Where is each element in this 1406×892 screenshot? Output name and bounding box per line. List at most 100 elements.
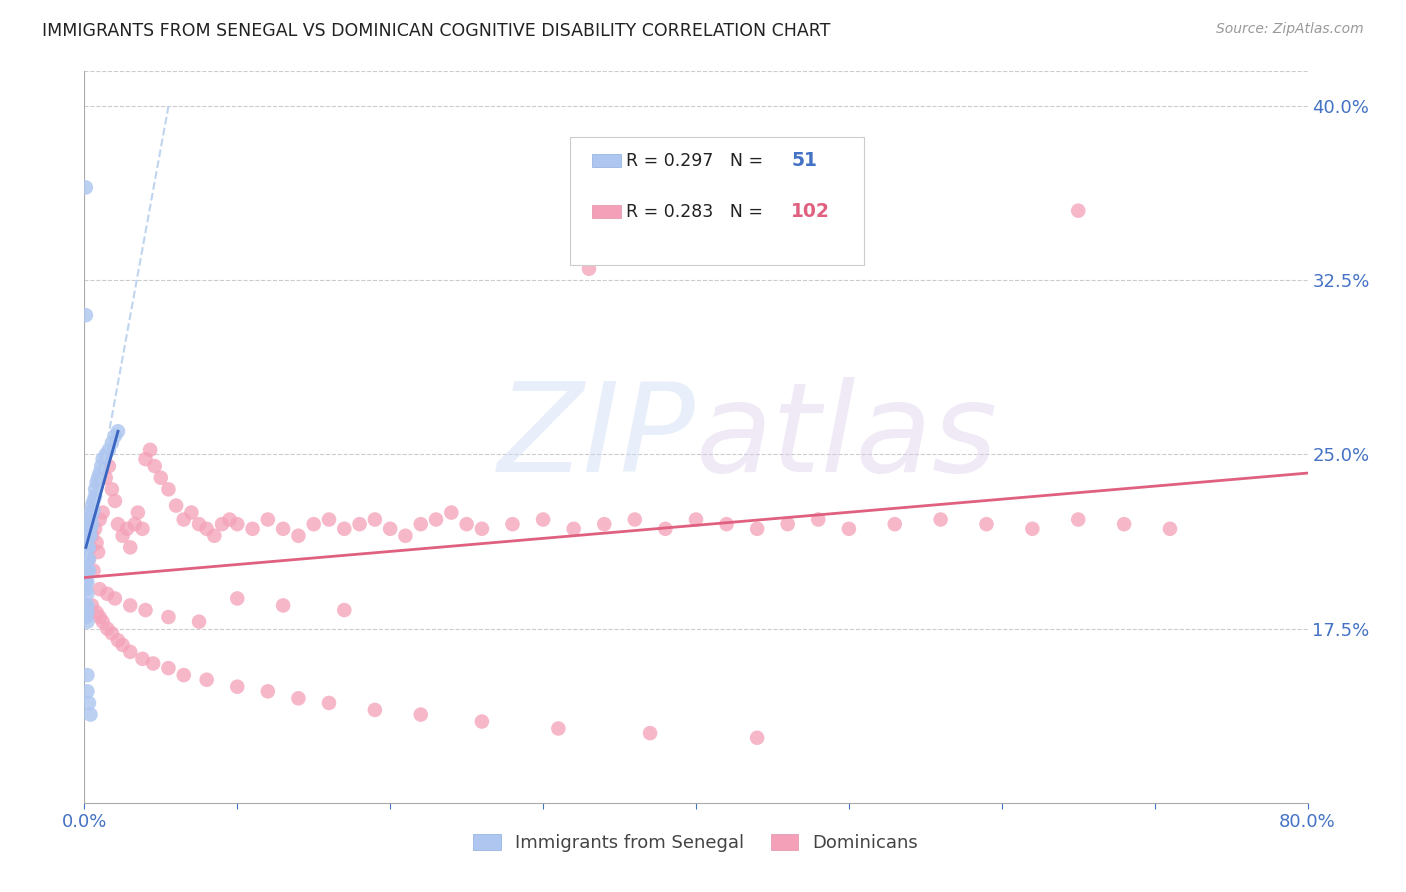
Point bbox=[409, 517, 432, 532]
Point bbox=[77, 696, 100, 710]
Point bbox=[654, 522, 676, 536]
Point bbox=[195, 673, 218, 687]
Point bbox=[86, 606, 108, 620]
Point bbox=[593, 517, 616, 532]
Point bbox=[562, 522, 585, 536]
Point bbox=[94, 471, 117, 485]
Point bbox=[976, 517, 998, 532]
Point bbox=[1067, 203, 1090, 218]
Point bbox=[111, 529, 134, 543]
Point bbox=[76, 587, 98, 601]
Point bbox=[75, 568, 97, 582]
Point bbox=[127, 506, 149, 520]
Point bbox=[333, 522, 356, 536]
Point bbox=[84, 522, 107, 536]
Point bbox=[76, 541, 98, 555]
Point bbox=[157, 483, 180, 497]
Point bbox=[77, 517, 100, 532]
Point bbox=[75, 582, 97, 597]
Point bbox=[84, 489, 107, 503]
Point bbox=[502, 517, 524, 532]
Point bbox=[107, 633, 129, 648]
Point bbox=[157, 610, 180, 624]
Point bbox=[471, 714, 494, 729]
Point bbox=[838, 522, 860, 536]
Point bbox=[394, 529, 416, 543]
Point bbox=[89, 466, 111, 480]
Point bbox=[91, 506, 114, 520]
Point bbox=[218, 512, 240, 526]
Point bbox=[86, 535, 108, 549]
Point bbox=[77, 552, 100, 566]
Point bbox=[456, 517, 478, 532]
Point bbox=[120, 599, 142, 613]
Point bbox=[131, 652, 153, 666]
Point bbox=[76, 684, 98, 698]
Point bbox=[271, 599, 294, 613]
Point bbox=[76, 552, 98, 566]
Point bbox=[76, 564, 98, 578]
Point bbox=[1067, 512, 1090, 526]
Point bbox=[83, 503, 105, 517]
Point bbox=[929, 512, 952, 526]
Point bbox=[333, 603, 356, 617]
Point bbox=[120, 541, 142, 555]
Point bbox=[80, 499, 103, 513]
Point bbox=[104, 591, 127, 606]
Point bbox=[226, 680, 249, 694]
Text: R = 0.283   N =: R = 0.283 N = bbox=[626, 202, 769, 221]
Point bbox=[76, 615, 98, 629]
Point bbox=[318, 696, 340, 710]
Point bbox=[440, 506, 463, 520]
Point bbox=[84, 483, 107, 497]
Text: atlas: atlas bbox=[696, 376, 998, 498]
Point bbox=[96, 622, 118, 636]
Point bbox=[79, 512, 101, 526]
Point bbox=[75, 180, 97, 194]
Point bbox=[242, 522, 264, 536]
Point bbox=[77, 541, 100, 555]
Point bbox=[104, 494, 127, 508]
Point bbox=[80, 508, 103, 522]
Point bbox=[226, 591, 249, 606]
Point bbox=[157, 661, 180, 675]
Point bbox=[107, 517, 129, 532]
Point bbox=[142, 657, 165, 671]
Point bbox=[747, 731, 769, 745]
Point bbox=[364, 512, 387, 526]
Point bbox=[115, 522, 138, 536]
Point bbox=[97, 459, 120, 474]
Point bbox=[425, 512, 447, 526]
Point bbox=[180, 506, 202, 520]
Point bbox=[716, 517, 738, 532]
Point bbox=[202, 529, 225, 543]
Point bbox=[257, 684, 280, 698]
Point bbox=[135, 452, 157, 467]
Point bbox=[104, 429, 127, 443]
Point bbox=[131, 522, 153, 536]
Point bbox=[287, 529, 309, 543]
Point bbox=[409, 707, 432, 722]
Point bbox=[195, 522, 218, 536]
Point bbox=[91, 452, 114, 467]
Point bbox=[287, 691, 309, 706]
Text: Source: ZipAtlas.com: Source: ZipAtlas.com bbox=[1216, 22, 1364, 37]
Point bbox=[76, 575, 98, 590]
Point bbox=[380, 522, 402, 536]
Text: IMMIGRANTS FROM SENEGAL VS DOMINICAN COGNITIVE DISABILITY CORRELATION CHART: IMMIGRANTS FROM SENEGAL VS DOMINICAN COG… bbox=[42, 22, 831, 40]
Point bbox=[77, 522, 100, 536]
Point bbox=[257, 512, 280, 526]
Point bbox=[75, 610, 97, 624]
Point bbox=[75, 599, 97, 613]
Point bbox=[302, 517, 325, 532]
Point bbox=[89, 610, 111, 624]
Point bbox=[87, 471, 110, 485]
Point bbox=[318, 512, 340, 526]
Point bbox=[89, 582, 111, 597]
Point bbox=[120, 645, 142, 659]
Point bbox=[173, 668, 195, 682]
Point bbox=[226, 517, 249, 532]
Point bbox=[139, 442, 162, 457]
Text: ZIP: ZIP bbox=[498, 376, 696, 498]
Point bbox=[89, 512, 111, 526]
